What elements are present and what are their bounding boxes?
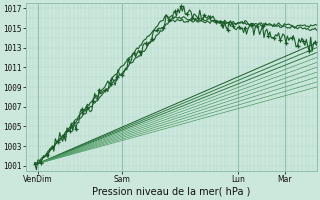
X-axis label: Pression niveau de la mer( hPa ): Pression niveau de la mer( hPa ): [92, 187, 251, 197]
